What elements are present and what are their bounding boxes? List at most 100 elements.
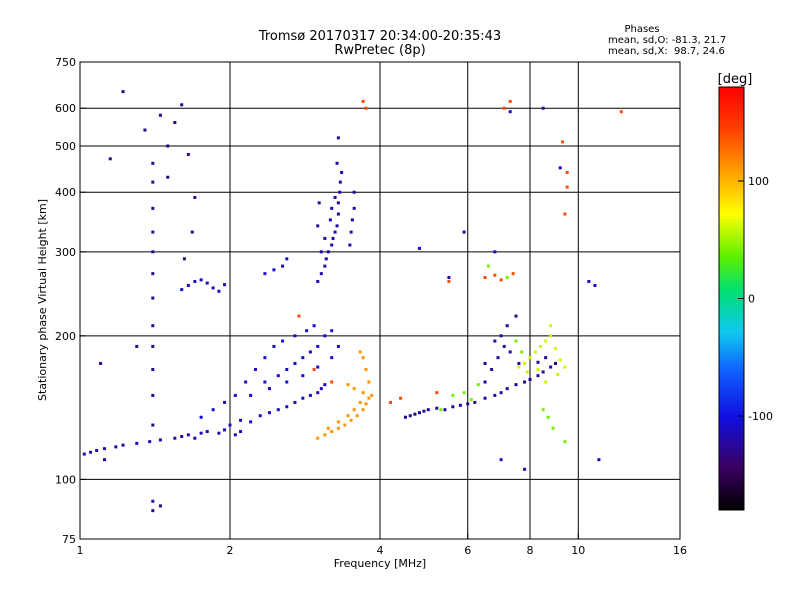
data-point [158,113,162,117]
stats-x-line: mean, sd,X: 98.7, 24.6 [608,46,725,57]
data-point [276,374,280,378]
data-point [593,283,597,287]
grid-lines [80,62,680,539]
data-point [346,383,350,387]
data-point [499,278,503,282]
y-axis-label: Stationary phase Virtual Height [km] [36,199,49,401]
data-point [367,380,371,384]
data-point [135,441,139,445]
data-point [336,201,340,205]
data-point [301,356,305,360]
data-point [316,391,320,395]
data-point [483,361,487,365]
data-point [352,206,356,210]
data-point [499,334,503,338]
data-point [267,411,271,415]
data-point [462,230,466,234]
data-point [346,414,350,418]
data-point [263,356,267,360]
data-point [361,391,365,395]
y-tick-label: 300 [55,246,76,259]
data-point [135,344,139,348]
data-point [549,324,553,328]
data-point [148,440,152,444]
data-point [514,383,518,387]
data-point [158,438,162,442]
data-point [490,367,494,371]
data-point [182,257,186,261]
data-point [352,387,356,391]
colorbar-tick-label: 0 [748,293,755,306]
chart-subtitle: RwPretec (8p) [334,43,425,58]
x-tick-label: 2 [227,544,234,557]
data-point [319,250,323,254]
data-point [330,206,334,210]
data-point [493,339,497,343]
data-point [190,230,194,234]
data-point [597,458,601,462]
data-point [336,212,340,216]
data-point [244,380,248,384]
data-point [253,367,257,371]
data-point [561,140,565,144]
data-point [249,393,253,397]
data-point [370,393,374,397]
data-point [349,230,353,234]
data-point [558,166,562,170]
data-point [151,206,155,210]
data-point [499,458,503,462]
data-point [293,400,297,404]
data-point [340,170,344,174]
data-point [205,430,209,434]
data-point [544,356,548,360]
data-point [121,443,125,447]
data-point [349,418,353,422]
data-point [549,365,553,369]
x-axis-label: Frequency [MHz] [334,557,426,570]
data-point [319,387,323,391]
data-point [186,283,190,287]
data-point [114,445,118,449]
data-point [186,152,190,156]
data-point [546,415,550,419]
data-point [544,339,548,343]
data-point [285,405,289,409]
data-point [511,272,515,276]
data-point [223,428,227,432]
data-point [565,170,569,174]
data-point [293,334,297,338]
data-point [151,499,155,503]
data-point [541,370,545,374]
data-point [301,396,305,400]
data-point [439,408,443,412]
data-point [565,185,569,189]
data-point [556,372,560,376]
data-point [523,380,527,384]
data-point [272,268,276,272]
data-point [435,391,439,395]
data-point [476,383,480,387]
data-point [151,509,155,513]
data-point [338,180,342,184]
data-point [361,356,365,360]
data-point [587,279,591,283]
data-point [473,400,477,404]
data-point [330,380,334,384]
data-point [297,314,301,318]
data-point [469,398,473,402]
data-point [151,423,155,427]
data-point [551,426,555,430]
data-point [151,161,155,165]
data-point [496,356,500,360]
data-point [348,243,352,247]
stats-o-line: mean, sd,O: -81.3, 21.7 [608,35,726,46]
data-point [330,356,334,360]
data-point [211,286,215,290]
data-point [523,361,527,365]
data-point [533,350,537,354]
data-point [319,272,323,276]
data-point [536,367,540,371]
data-point [323,236,327,240]
data-point [285,367,289,371]
